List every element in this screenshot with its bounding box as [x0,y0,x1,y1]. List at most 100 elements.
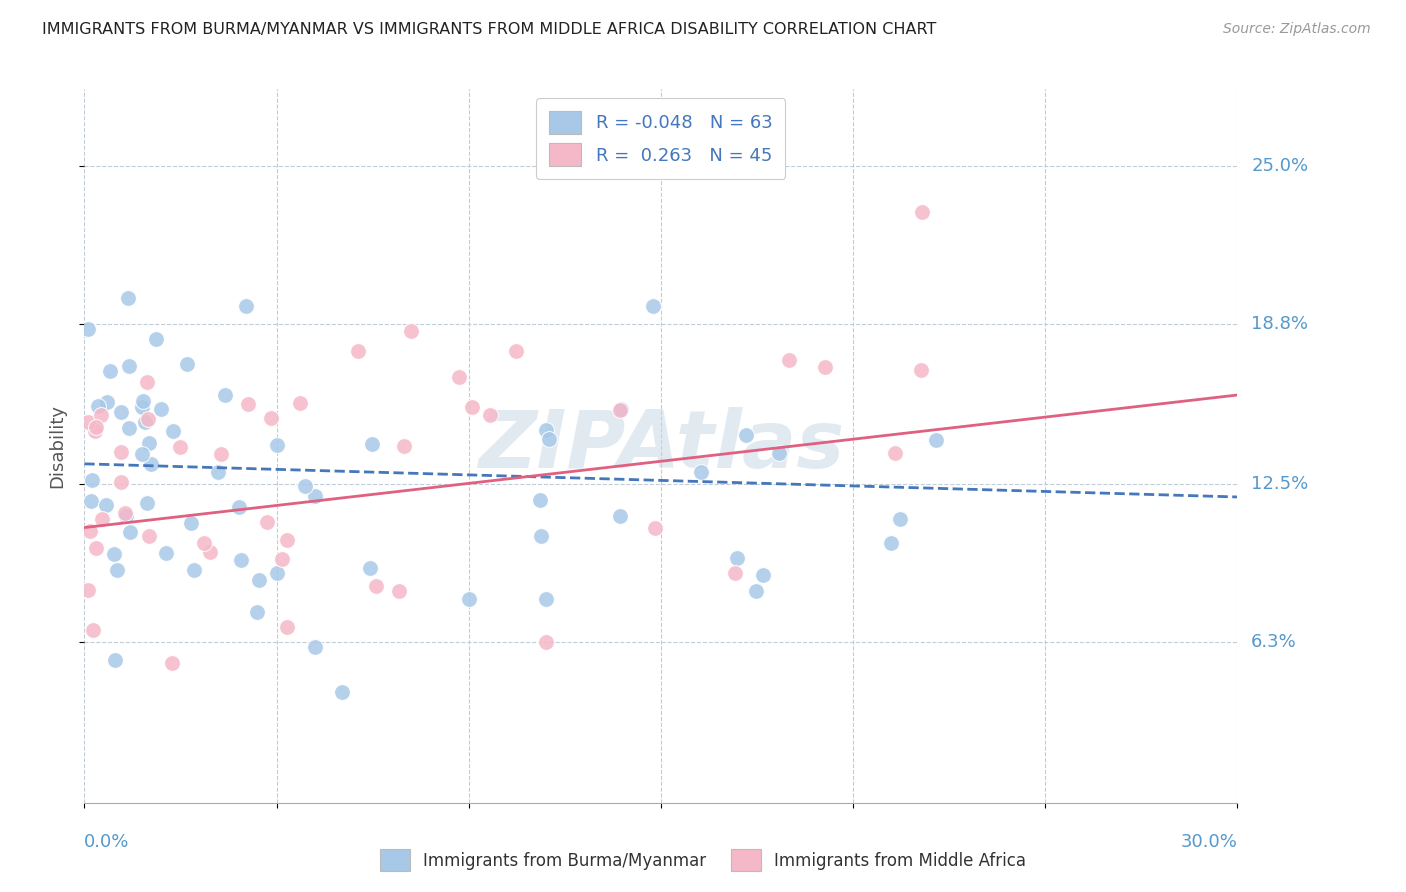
Point [609,403,631,417]
Text: IMMIGRANTS FROM BURMA/MYANMAR VS IMMIGRANTS FROM MIDDLE AFRICA DISABILITY CORREL: IMMIGRANTS FROM BURMA/MYANMAR VS IMMIGRA… [42,22,936,37]
Point [246,605,269,619]
Point [134,415,156,429]
Point [84,541,107,556]
Point [136,412,159,426]
Point [359,561,381,575]
Point [90,408,112,422]
Point [752,568,775,582]
Text: 30.0%: 30.0% [1181,833,1237,851]
Point [145,332,167,346]
Point [149,402,172,417]
Point [77,415,100,429]
Point [162,424,184,438]
Text: 25.0%: 25.0% [1251,157,1309,175]
Point [207,465,229,479]
Point [131,448,153,462]
Text: ZIPAtlas: ZIPAtlas [478,407,844,485]
Text: 12.5%: 12.5% [1251,475,1309,493]
Point [725,551,748,566]
Point [198,545,221,559]
Point [530,529,553,543]
Point [247,573,270,587]
Point [304,640,326,654]
Point [276,620,298,634]
Point [115,508,138,523]
Point [735,428,758,442]
Point [176,357,198,371]
Point [361,437,384,451]
Point [138,529,160,543]
Point [910,363,932,377]
Point [77,583,100,598]
Point [330,684,353,698]
Point [169,440,191,454]
Point [536,423,558,437]
Point [266,438,288,452]
Point [214,388,236,402]
Point [457,591,479,606]
Point [505,344,527,359]
Point [96,395,118,409]
Point [96,498,118,512]
Point [110,404,132,418]
Point [534,591,557,606]
Point [461,400,484,414]
Point [139,457,162,471]
Legend: Immigrants from Burma/Myanmar, Immigrants from Middle Africa: Immigrants from Burma/Myanmar, Immigrant… [371,841,1035,880]
Point [479,408,502,422]
Point [193,536,215,550]
Point [104,653,127,667]
Point [110,475,132,489]
Point [155,546,177,560]
Point [238,397,260,411]
Text: 18.8%: 18.8% [1251,315,1308,333]
Point [80,494,103,508]
Legend: R = -0.048   N = 63, R =  0.263   N = 45: R = -0.048 N = 63, R = 0.263 N = 45 [536,98,786,179]
Point [82,623,104,637]
Point [534,635,557,649]
Point [814,359,837,374]
Point [768,446,790,460]
Point [399,324,422,338]
Point [266,566,288,581]
Point [180,516,202,530]
Point [118,359,141,373]
Point [256,516,278,530]
Point [304,489,326,503]
Point [538,432,561,446]
Point [209,447,232,461]
Point [610,401,633,416]
Point [388,584,411,599]
Text: 6.3%: 6.3% [1251,633,1296,651]
Point [136,375,159,389]
Point [276,533,298,548]
Point [911,204,934,219]
Point [228,500,250,514]
Point [183,563,205,577]
Text: 0.0%: 0.0% [84,833,129,851]
Point [778,352,800,367]
Point [690,465,713,479]
Point [366,579,388,593]
Point [84,424,107,438]
Point [118,420,141,434]
Point [643,299,665,313]
Point [883,446,905,460]
Point [98,364,121,378]
Point [80,473,103,487]
Text: Source: ZipAtlas.com: Source: ZipAtlas.com [1223,22,1371,37]
Point [132,394,155,409]
Point [880,536,903,550]
Point [889,512,911,526]
Point [260,411,283,425]
Point [103,547,125,561]
Point [79,524,101,538]
Point [87,399,110,413]
Point [609,508,631,523]
Point [529,492,551,507]
Y-axis label: Disability: Disability [48,404,66,488]
Point [644,521,666,535]
Point [346,344,368,359]
Point [135,495,157,509]
Point [90,512,112,526]
